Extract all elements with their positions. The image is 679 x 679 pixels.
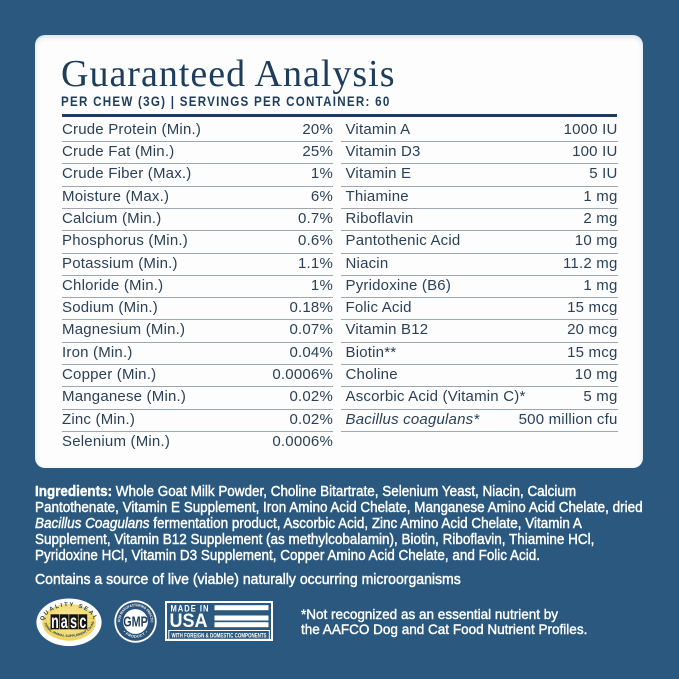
- svg-text:WITH FOREIGN & DOMESTIC COMPON: WITH FOREIGN & DOMESTIC COMPONENTS: [172, 632, 268, 639]
- svg-text:n: n: [51, 612, 59, 633]
- svg-text:c: c: [79, 612, 86, 633]
- svg-text:s: s: [70, 612, 77, 633]
- svg-text:GMP: GMP: [123, 612, 148, 629]
- svg-text:a: a: [61, 612, 69, 633]
- svg-text:USA: USA: [170, 610, 208, 632]
- svg-text:MADE IN: MADE IN: [171, 603, 210, 613]
